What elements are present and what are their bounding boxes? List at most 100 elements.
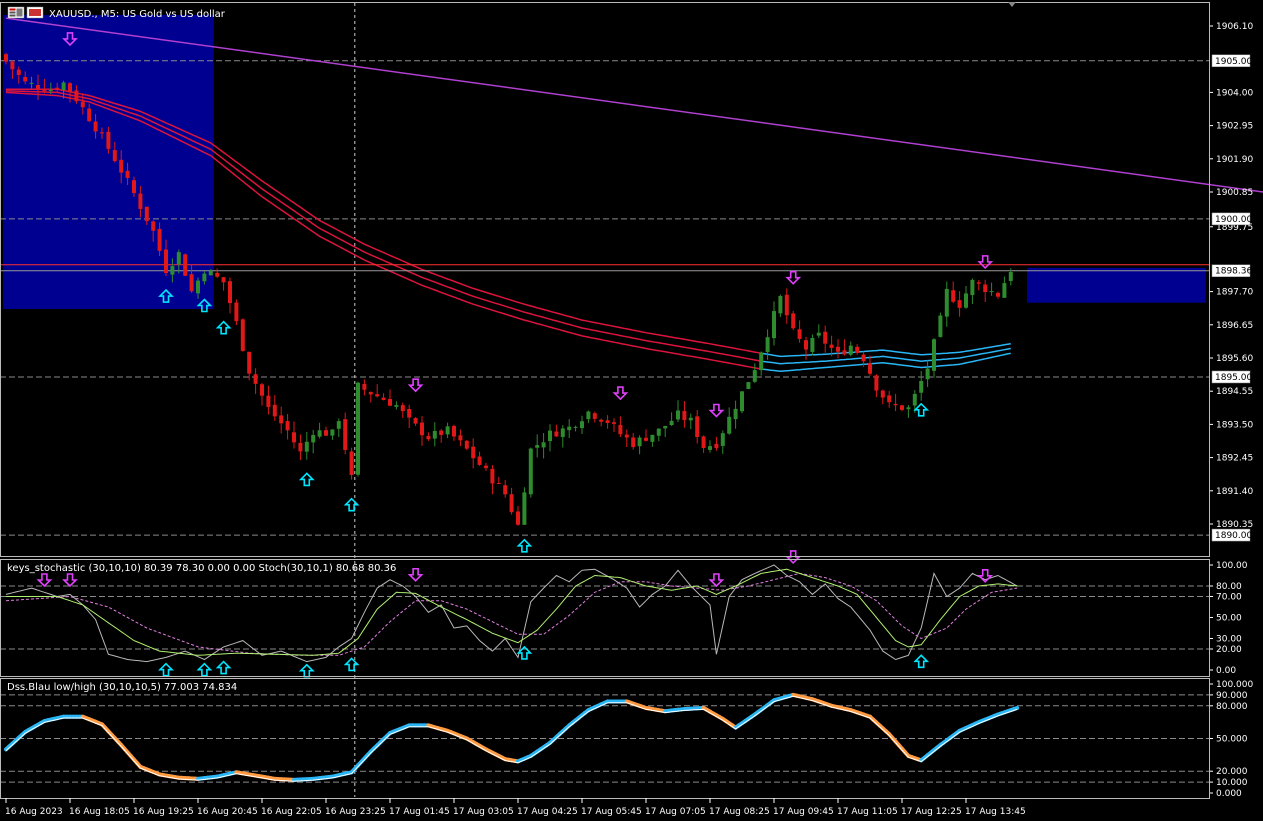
chart-title: XAUUSD., M5: US Gold vs US dollar — [49, 9, 226, 20]
price-axis-tick-label: 1893.50 — [1216, 420, 1253, 430]
price-axis-tick-label: 1896.65 — [1216, 321, 1253, 331]
stoch-sell-arrow-icon — [708, 573, 725, 588]
candle-body — [592, 413, 597, 419]
candle-body — [951, 290, 956, 302]
candle-body — [228, 281, 232, 304]
candle-body — [829, 344, 834, 348]
candle-body — [714, 443, 719, 449]
candle-body — [432, 430, 437, 439]
candle-body — [535, 445, 540, 448]
candle-body — [964, 293, 968, 308]
ema-line-blue-2 — [761, 352, 1011, 373]
candle-body — [311, 434, 316, 443]
buy-arrow-icon — [343, 497, 360, 512]
chart-shift-marker-icon[interactable] — [1008, 2, 1016, 7]
candle-body — [68, 83, 72, 93]
candle-body — [336, 421, 341, 429]
candle-body — [778, 295, 783, 314]
buy-arrow-icon — [215, 320, 232, 335]
candle-body — [260, 384, 264, 396]
price-level-label-box — [1211, 370, 1251, 384]
price-level-label: 1895.00 — [1215, 373, 1252, 383]
candle-body — [989, 291, 994, 293]
price-axis-tick-label: 1900.85 — [1216, 188, 1253, 198]
candle-body — [138, 193, 143, 209]
candle-body — [548, 430, 552, 442]
candle-body — [330, 429, 335, 436]
stoch-axis-tick-label: 80.00 — [1216, 582, 1242, 592]
price-level-label: 1898.36 — [1215, 267, 1252, 277]
stoch-buy-arrow-icon — [913, 654, 930, 669]
time-axis: 16 Aug 2023 16 Aug 18:05 16 Aug 19:25 16 Au… — [5, 798, 1026, 817]
candle-body — [93, 121, 98, 132]
candle-body — [848, 345, 853, 355]
buy-arrow-icon — [158, 288, 174, 303]
price-axis-tick-label: 1902.95 — [1216, 122, 1253, 132]
ema-line-2 — [5, 91, 762, 370]
candle-body — [48, 90, 53, 92]
candle-body — [132, 180, 136, 194]
supply-demand-zone-1 — [1027, 267, 1206, 303]
candle-body — [919, 380, 924, 393]
candle-body — [656, 428, 661, 436]
price-axis-tick-label: 1897.70 — [1216, 288, 1253, 298]
candle-body — [618, 425, 623, 435]
candle-body — [791, 313, 796, 329]
candle-body — [292, 432, 296, 443]
chart-menu-icon[interactable] — [7, 6, 44, 19]
candle-body — [183, 254, 188, 276]
price-axis-tick-label: 1891.40 — [1216, 487, 1253, 497]
candle-body — [36, 84, 40, 90]
time-axis-label: 17 Aug 04:25 — [517, 807, 578, 817]
time-axis-label: 17 Aug 09:45 — [773, 807, 834, 817]
candle-body — [586, 411, 591, 420]
price-level-label: 1890.00 — [1215, 531, 1252, 541]
candle-body — [221, 277, 226, 283]
candle-body — [55, 87, 60, 90]
candle-body — [605, 420, 610, 424]
stoch-buy-arrow-icon — [215, 660, 232, 675]
buy-arrow-icon — [196, 298, 213, 313]
candle-body — [253, 374, 258, 384]
candle-body — [400, 405, 405, 412]
candle-body — [164, 249, 168, 274]
price-level-label-box — [1211, 54, 1251, 68]
stoch-fast-line — [5, 564, 1018, 663]
sell-arrow-icon — [62, 32, 78, 47]
pane-frames: 16 Aug 2023 16 Aug 18:05 16 Aug 19:25 16 Au… — [0, 2, 1210, 817]
time-axis-label: 16 Aug 18:05 — [69, 807, 130, 817]
trendline[interactable] — [5, 17, 1263, 195]
stoch-buy-arrow-icon — [196, 662, 213, 677]
sell-arrow-icon — [407, 378, 424, 393]
candle-body — [893, 403, 898, 406]
candle-body — [23, 76, 28, 82]
candle-body — [925, 368, 930, 380]
candles — [4, 52, 1013, 526]
candle-body — [996, 292, 1000, 297]
candle-body — [279, 415, 284, 424]
candle-body — [503, 485, 508, 495]
candle-body — [554, 431, 559, 437]
candle-body — [119, 159, 124, 173]
candle-body — [484, 465, 488, 469]
dss-axis-tick-label: 20.000 — [1216, 767, 1248, 777]
candle-body — [906, 407, 911, 410]
candle-body — [208, 270, 213, 276]
candle-body — [970, 279, 975, 296]
candle-body — [644, 437, 648, 441]
stoch-pane-border — [0, 559, 1210, 677]
candle-body — [701, 436, 706, 449]
candle-body — [599, 419, 604, 422]
stoch-sell-arrow-icon — [977, 569, 994, 583]
price-axis-tick-label: 1899.75 — [1216, 223, 1253, 233]
stoch-sell-arrow-icon — [407, 567, 424, 582]
candle-body — [746, 382, 751, 389]
time-axis-label: 16 Aug 2023 — [5, 807, 63, 817]
time-axis-label: 17 Aug 03:05 — [453, 807, 514, 817]
candle-body — [234, 302, 239, 322]
candle-body — [375, 394, 380, 397]
price-axis-tick-label: 1890.35 — [1216, 520, 1253, 530]
